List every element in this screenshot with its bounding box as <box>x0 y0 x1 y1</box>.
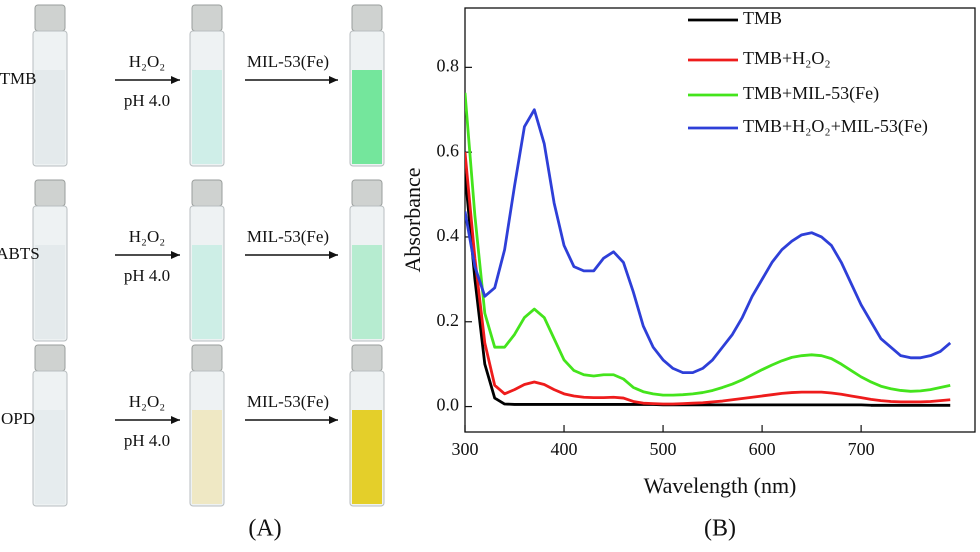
vial-liquid <box>192 70 222 164</box>
arrow-head <box>329 416 338 424</box>
y-axis-label: Absorbance <box>400 167 425 272</box>
arrow-head <box>171 76 180 84</box>
x-tick-label: 400 <box>551 439 578 459</box>
vial-cap <box>34 344 66 372</box>
arrow-head <box>171 416 180 424</box>
vial-liquid <box>192 410 222 504</box>
plot-lines <box>465 92 952 407</box>
x-tick-label: 700 <box>848 439 875 459</box>
vial-cap <box>191 344 223 372</box>
row-label: ABTS <box>0 244 40 263</box>
arrow-head <box>171 251 180 259</box>
y-tick-label: 0.0 <box>437 395 460 415</box>
vial-liquid <box>35 245 65 339</box>
x-axis-label: Wavelength (nm) <box>644 473 797 498</box>
step1-reagent: H₂O₂ <box>129 392 165 411</box>
step1-condition: pH 4.0 <box>124 431 170 450</box>
vial-cap <box>351 344 383 372</box>
step1-reagent: H₂O₂ <box>129 52 165 71</box>
legend-label: TMB+MIL-53(Fe) <box>743 83 879 104</box>
vial-cap <box>351 4 383 32</box>
vial-cap <box>34 179 66 207</box>
series-line <box>465 173 951 407</box>
y-tick-label: 0.2 <box>437 310 460 330</box>
row-label: TMB <box>0 69 36 88</box>
vial-liquid <box>352 410 382 504</box>
step2-reagent: MIL-53(Fe) <box>247 227 329 246</box>
vial-liquid <box>352 70 382 164</box>
panel-caption: (B) <box>704 516 736 542</box>
x-tick-label: 500 <box>650 439 677 459</box>
series-line <box>465 152 951 406</box>
y-tick-label: 0.4 <box>437 225 460 245</box>
y-tick-label: 0.6 <box>437 140 460 160</box>
vial-cap <box>351 179 383 207</box>
x-tick-label: 600 <box>749 439 776 459</box>
vial-liquid <box>352 245 382 339</box>
panel-caption: (A) <box>248 516 281 542</box>
vial-liquid <box>35 410 65 504</box>
x-tick-label: 300 <box>452 439 479 459</box>
series-line <box>465 92 951 397</box>
legend-label: TMB <box>743 8 782 28</box>
legend-label: TMB+H₂O₂+MIL-53(Fe) <box>743 116 928 137</box>
arrow-head <box>329 76 338 84</box>
series-line <box>465 108 952 375</box>
vial-liquid <box>35 70 65 164</box>
step1-condition: pH 4.0 <box>124 91 170 110</box>
vial-cap <box>191 179 223 207</box>
row-label: OPD <box>1 409 35 428</box>
step1-condition: pH 4.0 <box>124 266 170 285</box>
y-tick-label: 0.8 <box>437 55 460 75</box>
arrow-head <box>329 251 338 259</box>
vial-cap <box>191 4 223 32</box>
plot-frame <box>464 7 976 433</box>
vial-liquid <box>192 245 222 339</box>
step1-reagent: H₂O₂ <box>129 227 165 246</box>
step2-reagent: MIL-53(Fe) <box>247 52 329 71</box>
vial-cap <box>34 4 66 32</box>
legend-label: TMB+H₂O₂ <box>743 48 831 68</box>
step2-reagent: MIL-53(Fe) <box>247 392 329 411</box>
